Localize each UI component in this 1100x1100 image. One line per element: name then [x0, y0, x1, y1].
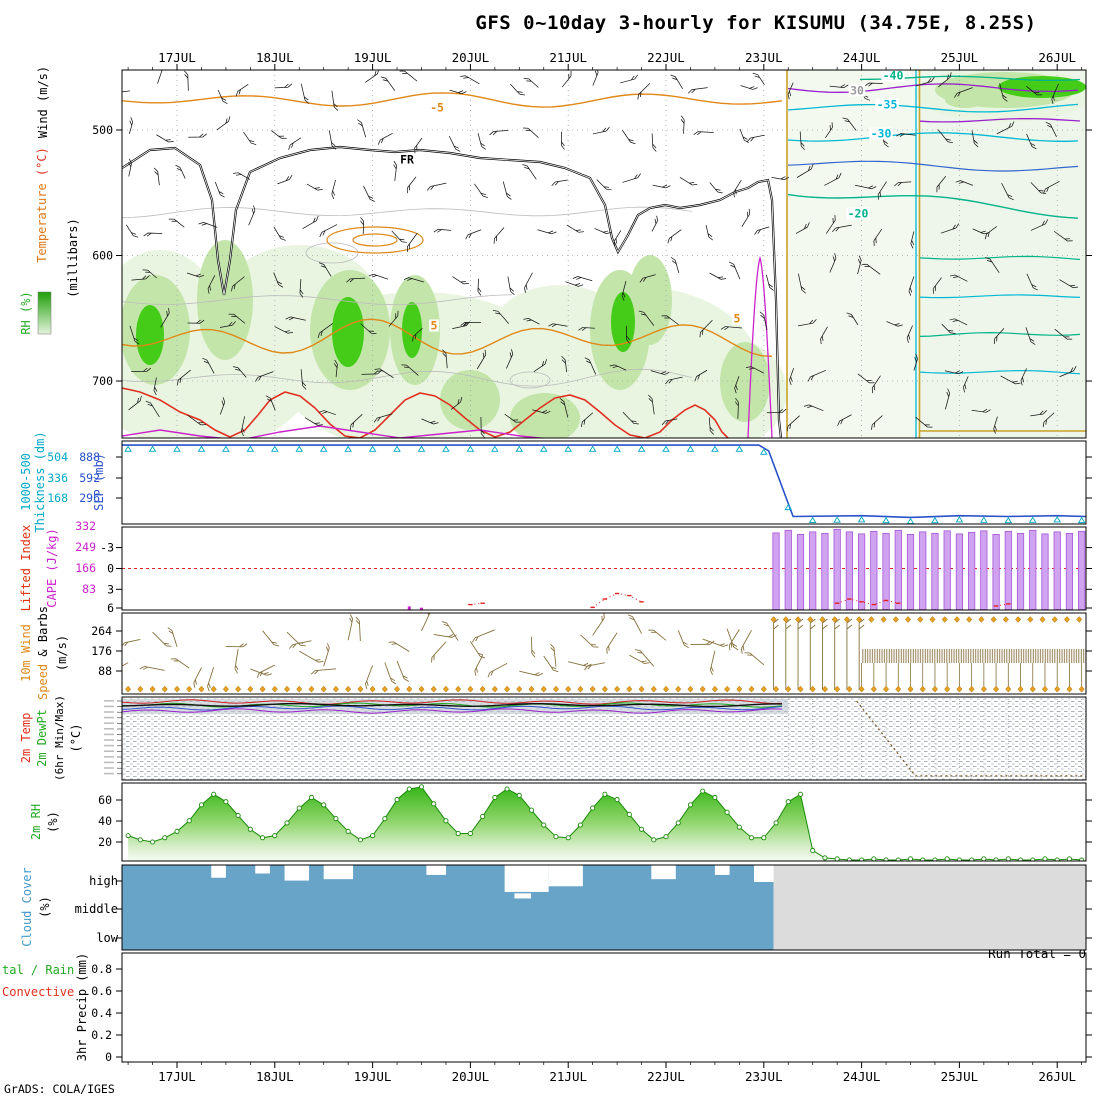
x-tick-label-top: 18JUL — [256, 50, 294, 65]
panel-li-cape — [122, 528, 1086, 610]
x-tick-label-bottom: 23JUL — [745, 1069, 783, 1084]
x-tick-label-bottom: 24JUL — [843, 1069, 881, 1084]
panel-slp-thickness — [122, 444, 1086, 524]
y-tick-label: 83 — [82, 582, 96, 596]
x-tick-label-top: 21JUL — [549, 50, 587, 65]
panel-rh2m — [125, 784, 1085, 861]
credit-label: GrADS: COLA/IGES — [4, 1082, 115, 1096]
y-tick-label: 0.4 — [91, 1006, 112, 1020]
y-tick-label: 336 — [47, 471, 68, 485]
axis-title: CAPE (J/kg) — [45, 528, 59, 607]
y-tick-label: 700 — [92, 374, 113, 388]
y-tick-label: 600 — [92, 249, 113, 263]
axis-title: RH (%) — [19, 291, 33, 334]
axis-title: (millibars) — [66, 218, 80, 297]
x-tick-label-top: 23JUL — [745, 50, 783, 65]
x-tick-label-bottom: 18JUL — [256, 1069, 294, 1084]
contour-label: 30 — [850, 84, 864, 98]
y-tick-label: 296 — [79, 491, 100, 505]
x-tick-label-bottom: 17JUL — [158, 1069, 196, 1084]
precip-convective-label: Convective — [2, 985, 74, 999]
axis-title-temperature: Temperature (°C) — [35, 147, 49, 263]
panel-cloud-cover — [122, 865, 1086, 950]
y-tick-label: 0.2 — [91, 1028, 112, 1042]
axis-title: (%) — [46, 811, 60, 833]
y-tick-label: 20 — [98, 835, 112, 849]
rh-colorbar-swatch — [37, 291, 52, 335]
y-tick-label: 6 — [107, 601, 114, 615]
precip-total-label: tal / Rain — [2, 963, 74, 977]
y-tick-label: 0 — [105, 1050, 112, 1064]
y-tick-label: 60 — [98, 793, 112, 807]
x-tick-label-top: 25JUL — [941, 50, 979, 65]
x-tick-label-bottom: 19JUL — [354, 1069, 392, 1084]
x-tick-label-top: 26JUL — [1038, 50, 1076, 65]
contour-label: -30 — [871, 127, 892, 141]
y-tick-label: 0.6 — [91, 984, 112, 998]
x-tick-label-bottom: 20JUL — [452, 1069, 490, 1084]
y-tick-label: 500 — [92, 123, 113, 137]
x-tick-label-bottom: 26JUL — [1038, 1069, 1076, 1084]
x-tick-label-top: 17JUL — [158, 50, 196, 65]
axis-title: 2m DewPt — [35, 709, 49, 767]
axis-title-speed-barbs: Speed & Barbs — [36, 606, 50, 700]
x-tick-label-bottom: 21JUL — [549, 1069, 587, 1084]
y-tick-label: 888 — [79, 450, 100, 464]
x-tick-label-top: 24JUL — [843, 50, 881, 65]
y-tick-label: 168 — [47, 491, 68, 505]
contour-label: 5 — [734, 312, 741, 326]
y-tick-label: -3 — [100, 541, 114, 555]
contour-label: -20 — [848, 207, 869, 221]
y-tick-label: 0 — [107, 562, 114, 576]
axis-title: Lifted Index — [19, 525, 33, 612]
y-tick-label: 592 — [79, 471, 100, 485]
y-tick-label: 0.8 — [91, 962, 112, 976]
axis-title: 10m Wind — [19, 624, 33, 682]
axis-title: 2m RH — [29, 804, 43, 840]
axis-title: 1000-500 — [19, 453, 33, 511]
panel-upper-air: -5 FR 5 5 -40 30 -35 -30 -20 — [122, 69, 1086, 438]
panel-wind10m — [122, 613, 1086, 693]
y-tick-label: 249 — [75, 540, 96, 554]
x-tick-label-bottom: 25JUL — [941, 1069, 979, 1084]
axis-title: (m/s) — [55, 635, 69, 671]
y-tick-label: 3 — [107, 582, 114, 596]
y-tick-label: middle — [75, 902, 118, 916]
y-tick-label: 40 — [98, 814, 112, 828]
axis-title: Thickness (dm) — [33, 431, 47, 532]
x-tick-label-top: 19JUL — [354, 50, 392, 65]
axis-title: (%) — [38, 896, 52, 918]
y-tick-label: 332 — [75, 519, 96, 533]
y-tick-label: 88 — [98, 664, 112, 678]
y-tick-label: high — [89, 874, 118, 888]
axis-title: SLP (mb) — [92, 453, 106, 511]
x-tick-label-top: 22JUL — [647, 50, 685, 65]
y-tick-label: 264 — [91, 624, 112, 638]
contour-label: -35 — [877, 98, 898, 112]
contour-label: -40 — [883, 69, 904, 83]
y-tick-label: 176 — [91, 644, 112, 658]
chart-title: GFS 0~10day 3-hourly for KISUMU (34.75E,… — [475, 12, 1037, 34]
axis-title: Wind (m/s) — [36, 66, 50, 138]
contour-label: -5 — [430, 101, 444, 115]
contour-label: 5 — [431, 319, 438, 333]
y-tick-label: 166 — [75, 561, 96, 575]
y-tick-label: 504 — [47, 450, 68, 464]
x-tick-label-bottom: 22JUL — [647, 1069, 685, 1084]
axis-title: (°C) — [69, 724, 83, 753]
axis-title: (6hr Min/Max) — [53, 695, 66, 781]
axis-title: Cloud Cover — [20, 867, 34, 946]
axis-title: 3hr Precip (mm) — [75, 953, 89, 1061]
panel-t2m-dewpt — [122, 697, 1086, 780]
y-tick-label: low — [96, 931, 118, 945]
contour-label: FR — [400, 153, 414, 167]
x-tick-label-top: 20JUL — [452, 50, 490, 65]
axis-title: 2m Temp — [19, 713, 33, 764]
